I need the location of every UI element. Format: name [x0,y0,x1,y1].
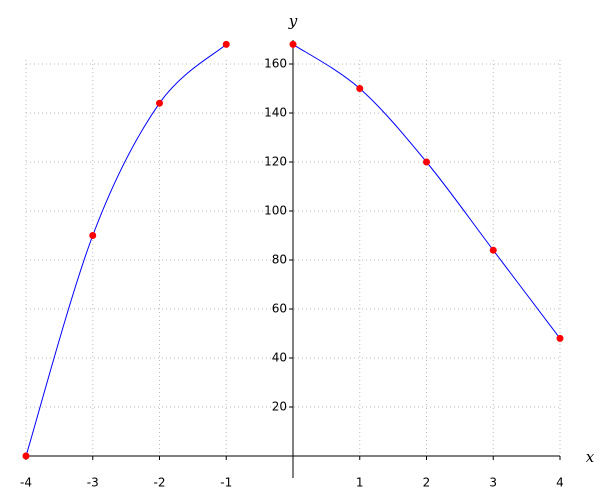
y-tick-label: 20 [272,400,287,414]
x-tick-label: 3 [489,476,497,490]
point [156,99,163,107]
x-tick-label: -1 [220,476,232,490]
y-tick-label: 140 [264,106,287,120]
point [489,246,497,254]
y-tick-label: 160 [264,57,287,71]
x-tick-label: -3 [87,476,99,490]
x-tick-label: -2 [154,476,166,490]
point [22,452,30,460]
point [423,158,430,166]
point [222,40,230,48]
y-tick-label: 60 [272,302,287,316]
curve [292,43,561,339]
curve [25,44,227,457]
y-tick-label: 120 [264,155,287,169]
y-tick-label: 100 [264,204,287,218]
x-axis-title: x [586,448,595,466]
x-tick-label: 1 [356,476,364,490]
point [289,40,297,48]
y-tick-label: 80 [272,253,287,267]
point [89,232,97,239]
point [356,85,364,92]
point [556,334,564,342]
x-tick-label: -4 [20,476,32,490]
y-axis-title: y [288,12,298,30]
y-tick-label: 40 [272,351,287,365]
x-tick-label: 4 [556,476,564,490]
x-tick-label: 2 [423,476,431,490]
